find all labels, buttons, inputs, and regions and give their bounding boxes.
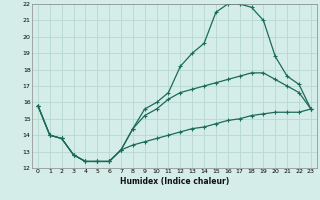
X-axis label: Humidex (Indice chaleur): Humidex (Indice chaleur) [120,177,229,186]
